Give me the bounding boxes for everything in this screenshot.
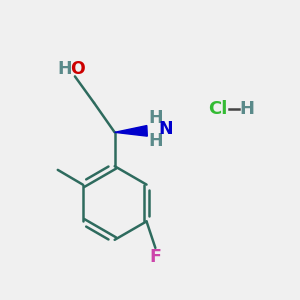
Text: Cl: Cl [208,100,227,118]
Text: O: O [70,60,85,78]
Text: N: N [158,120,172,138]
Text: H: H [148,109,163,127]
Text: H: H [148,132,163,150]
Text: H: H [240,100,255,118]
Polygon shape [115,126,147,136]
Text: F: F [149,248,161,266]
Text: H: H [57,60,72,78]
